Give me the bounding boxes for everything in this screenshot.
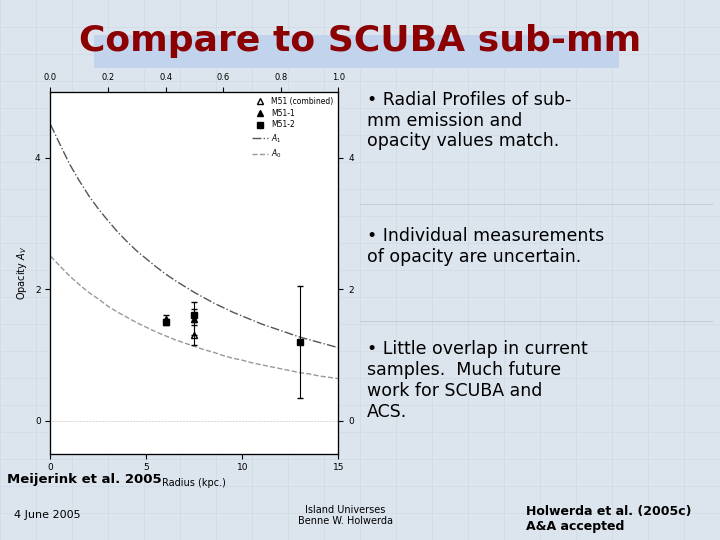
Y-axis label: Opacity $A_V$: Opacity $A_V$ [15, 246, 30, 300]
Text: • Radial Profiles of sub-
mm emission and
opacity values match.: • Radial Profiles of sub- mm emission an… [367, 91, 572, 150]
Text: Island Universes
Benne W. Holwerda: Island Universes Benne W. Holwerda [298, 505, 393, 526]
Text: • Little overlap in current
samples.  Much future
work for SCUBA and
ACS.: • Little overlap in current samples. Muc… [367, 340, 588, 421]
Text: Compare to SCUBA sub-mm: Compare to SCUBA sub-mm [79, 24, 641, 58]
FancyBboxPatch shape [94, 35, 619, 68]
Text: Holwerda et al. (2005c)
A&A accepted: Holwerda et al. (2005c) A&A accepted [526, 505, 691, 533]
X-axis label: Radius (kpc.): Radius (kpc.) [163, 478, 226, 488]
Text: 4 June 2005: 4 June 2005 [14, 510, 81, 521]
Legend: M51 (combined), M51-1, M51-2, $A_1$, $A_0$: M51 (combined), M51-1, M51-2, $A_1$, $A_… [251, 96, 335, 161]
Text: Meijerink et al. 2005: Meijerink et al. 2005 [7, 472, 162, 485]
Text: • Individual measurements
of opacity are uncertain.: • Individual measurements of opacity are… [367, 227, 604, 266]
